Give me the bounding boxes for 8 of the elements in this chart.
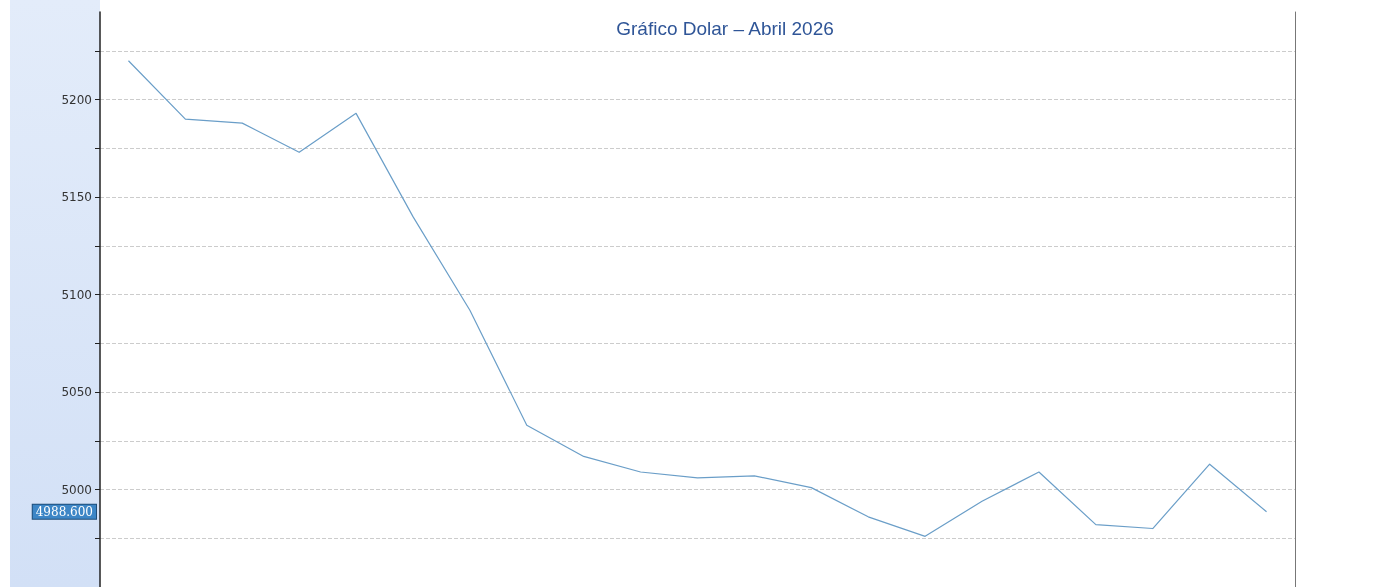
y-tick-label: 5200: [61, 92, 92, 107]
y-tick-label: 5100: [61, 287, 92, 302]
y-tick-label: 5000: [61, 482, 92, 497]
text: 4988.600: [35, 504, 93, 519]
line-series: [127, 60, 1268, 537]
y-tick-label: 5050: [61, 385, 92, 400]
y-tick-label: 5150: [61, 190, 92, 205]
chart-title: Gráfico Dolar – Abril 2026: [616, 18, 834, 39]
